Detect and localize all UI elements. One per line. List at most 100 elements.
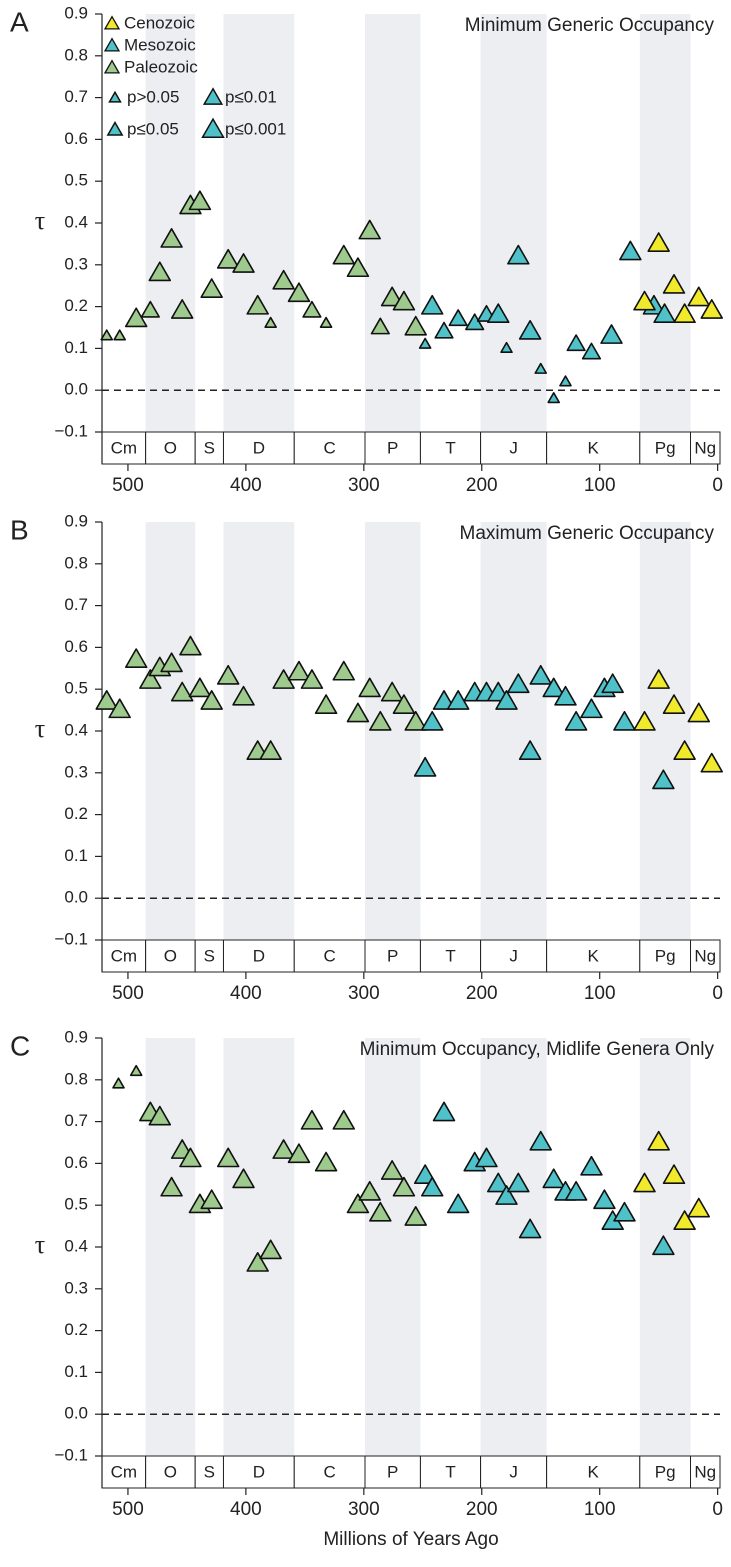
y-tick-label: 0.9 [64,1027,88,1046]
period-box [480,1455,548,1489]
data-point [170,299,194,319]
y-tick-label: 0.5 [64,679,88,698]
y-tick-label: 0.1 [64,338,88,357]
period-band [223,14,295,432]
data-point [232,1168,255,1189]
period-label: D [253,946,265,965]
data-point [662,694,686,714]
period-label: Ng [694,946,716,965]
data-point [332,1109,356,1130]
data-point [413,756,437,777]
y-tick-label: 0.1 [64,846,88,865]
x-tick-label: 500 [112,1499,144,1520]
period-label: P [387,438,398,457]
data-point [369,710,392,731]
data-point [581,342,602,360]
data-point [662,1164,686,1185]
data-point [124,648,148,669]
data-point [170,681,194,702]
data-point [633,290,656,311]
data-point [100,329,114,341]
data-point [370,317,390,335]
period-box [194,939,224,973]
data-point [272,269,295,290]
period-band [145,1038,196,1456]
y-tick-label: 0.0 [64,1404,88,1423]
period-band [145,14,196,432]
data-point [633,710,656,731]
data-point [507,673,530,694]
data-point [232,685,255,706]
period-label: P [387,946,398,965]
y-tick-label: 0.4 [64,1236,88,1255]
size-legend-label: p≤0.001 [225,119,286,138]
data-point [662,273,686,294]
data-point [200,690,223,710]
data-point [446,1193,470,1214]
data-point [613,710,636,731]
y-tick-label: 0.2 [64,296,88,315]
data-point [160,228,183,248]
data-point [200,278,223,298]
period-box [222,1455,295,1489]
size-legend-marker [108,90,122,103]
data-point [319,316,333,328]
data-point [448,309,468,327]
data-point [420,1176,444,1197]
data-point [580,698,603,719]
x-tick-label: 400 [230,475,262,496]
period-label: Cm [111,1462,137,1481]
data-point [358,1180,381,1201]
data-point [380,681,404,702]
data-point [302,300,322,318]
data-point [264,316,277,328]
period-label: Pg [655,1462,676,1481]
period-label: Ng [694,1462,716,1481]
period-box [480,431,548,465]
x-tick-label: 100 [584,475,616,496]
period-label: C [323,946,335,965]
period-band [480,1038,547,1456]
data-point [272,1139,295,1159]
y-axis-label: τ [35,1230,45,1259]
y-tick-label: 0.6 [64,637,88,656]
period-label: J [509,946,518,965]
period-box [222,939,295,973]
period-label: D [253,1462,265,1481]
data-point [413,1164,437,1185]
data-point [434,321,454,339]
data-point [534,362,548,374]
x-tick-label: 500 [112,475,144,496]
size-legend-label: p>0.05 [127,87,179,106]
y-tick-label: 0.5 [64,1195,88,1214]
period-band [365,1038,421,1456]
data-point [653,303,676,324]
data-point [613,1201,636,1222]
data-point [673,740,696,760]
period-box [546,431,641,465]
data-point [179,1147,202,1168]
y-tick-label: 0.8 [64,553,88,572]
y-tick-label: 0.3 [64,254,88,273]
period-box [639,939,692,973]
data-point [647,232,670,252]
data-point [500,341,513,354]
data-point [564,710,588,731]
period-box [194,1455,224,1489]
y-tick-label: −0.1 [54,421,88,440]
data-point [495,1185,518,1205]
legend-marker [103,15,121,30]
period-box [546,1455,641,1489]
size-legend-marker [106,121,124,136]
period-label: O [164,438,177,457]
period-box [293,431,366,465]
y-tick-label: 0.6 [64,129,88,148]
period-band [480,14,547,432]
period-label: K [588,946,600,965]
period-label: K [588,438,600,457]
data-point [314,1151,338,1172]
y-tick-label: 0.3 [64,1278,88,1297]
y-tick-label: 0.1 [64,1362,88,1381]
legend-label: Cenozoic [124,13,195,32]
